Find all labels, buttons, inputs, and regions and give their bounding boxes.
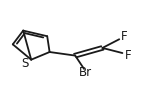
Text: Br: Br [79, 66, 92, 79]
Text: F: F [125, 49, 131, 62]
Text: S: S [22, 57, 29, 70]
Text: F: F [121, 30, 127, 43]
